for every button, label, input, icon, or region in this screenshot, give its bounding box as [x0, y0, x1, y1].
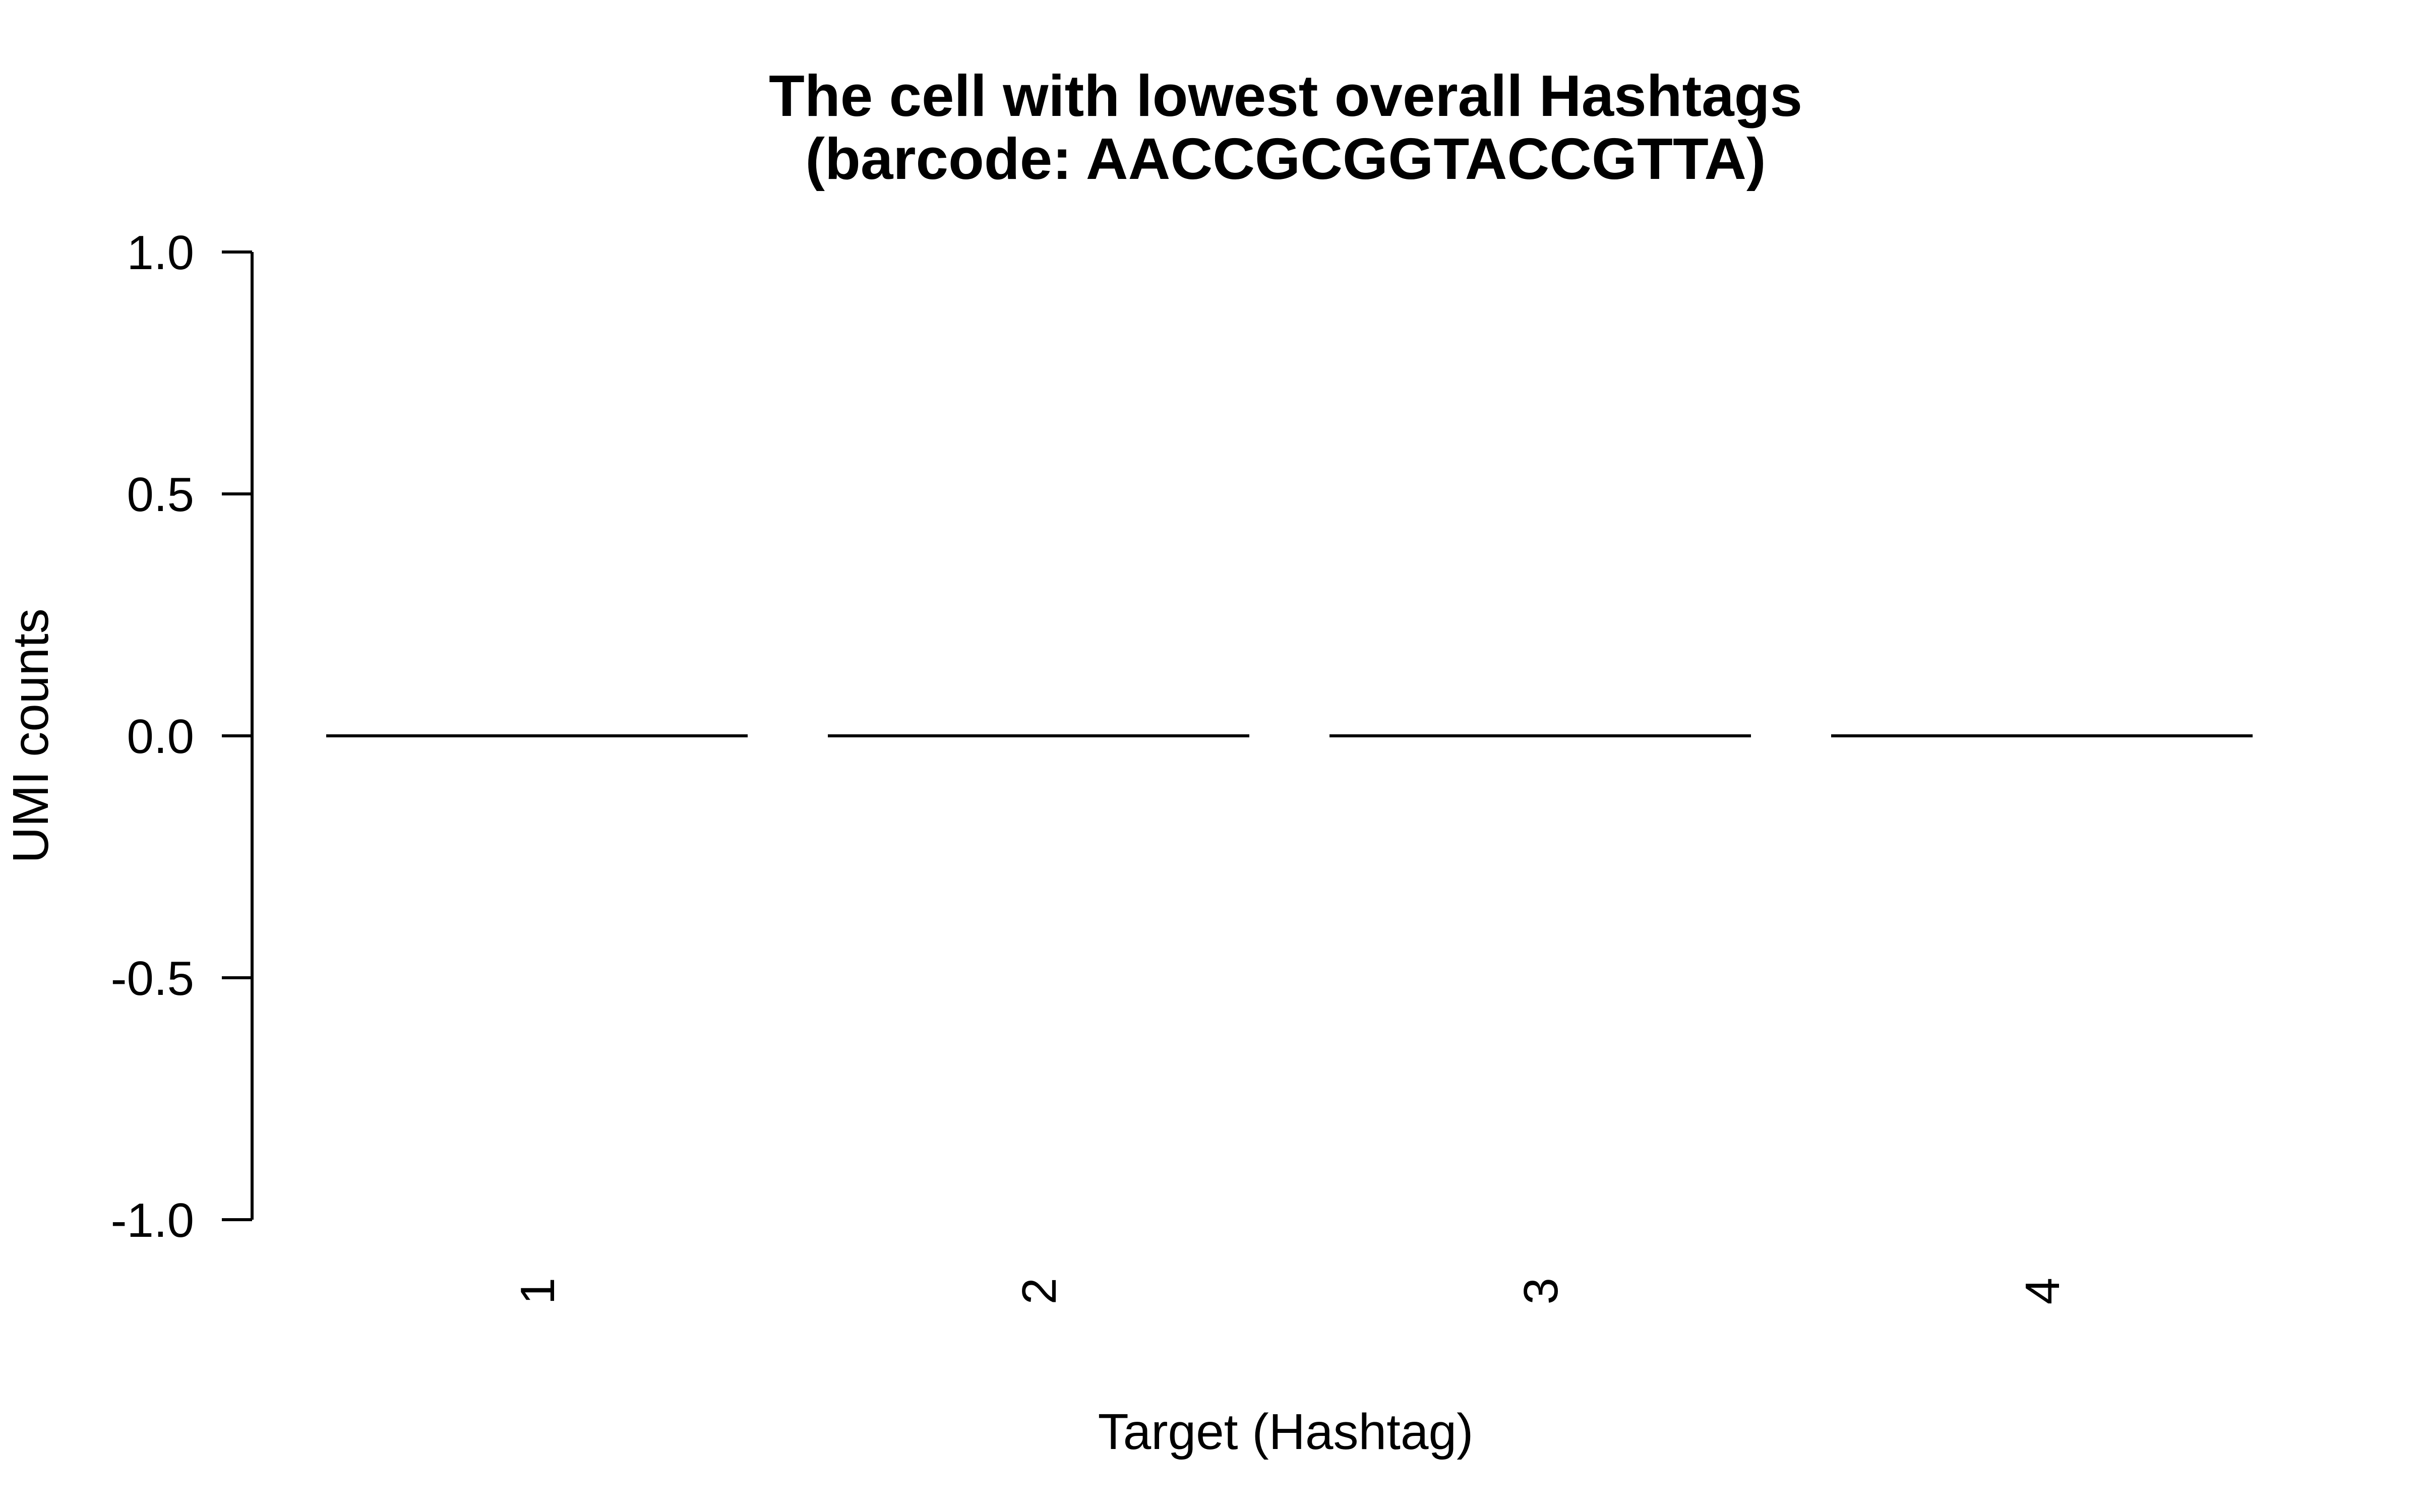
- chart-title-line2: (barcode: AACCGCGGTACCGTTA): [805, 126, 1766, 192]
- x-axis-tick-label: 3: [1514, 1278, 1568, 1304]
- y-axis-tick-label: 1.0: [127, 226, 194, 280]
- y-axis-tick-label: -0.5: [111, 952, 194, 1005]
- y-axis-tick-label: -1.0: [111, 1193, 194, 1247]
- y-axis: -1.0 -0.5 0.0 0.5 1.0: [111, 226, 254, 1247]
- y-axis-tick-label: 0.0: [127, 710, 194, 764]
- chart-title-line1: The cell with lowest overall Hashtags: [769, 63, 1802, 129]
- x-axis-label: Target (Hashtag): [1098, 1404, 1474, 1460]
- y-axis-label: UMI counts: [3, 608, 59, 863]
- x-axis-tick-label: 4: [2016, 1278, 2070, 1304]
- x-axis-tick-label: 1: [511, 1278, 565, 1304]
- x-axis-tick-labels: 1 2 3 4: [511, 1278, 2070, 1304]
- x-axis-tick-label: 2: [1012, 1278, 1066, 1304]
- y-axis-tick-label: 0.5: [127, 468, 194, 522]
